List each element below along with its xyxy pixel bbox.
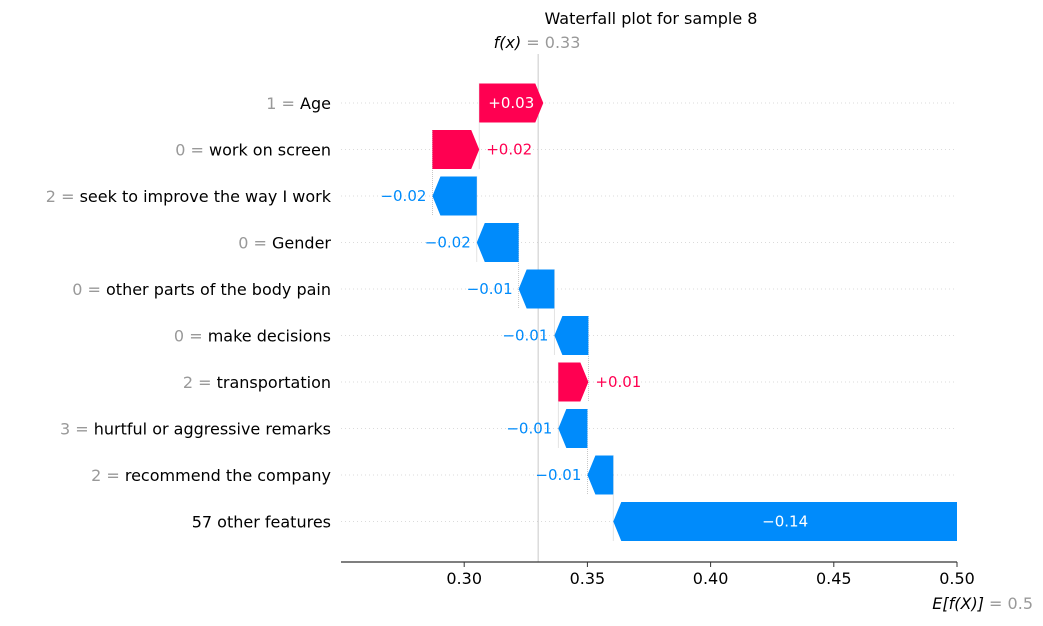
chart-title: Waterfall plot for sample 8 <box>545 9 758 28</box>
x-tick-label: 0.30 <box>446 569 482 588</box>
feature-label: 0 = Gender <box>238 233 331 252</box>
x-axis: 0.30 0.35 0.40 0.45 0.50 <box>341 561 975 588</box>
feature-value: 2 <box>91 466 101 485</box>
feature-label: 1 = Age <box>266 94 331 113</box>
feature-value: 0 <box>72 280 82 299</box>
feature-value: 0 <box>175 140 185 159</box>
negative-contribution-bar <box>558 409 588 448</box>
feature-equals: = <box>193 373 217 392</box>
x-tick-label: 0.40 <box>693 569 729 588</box>
feature-equals: = <box>185 140 209 159</box>
feature-equals: = <box>184 326 208 345</box>
base-equals: = <box>984 594 1008 613</box>
negative-contribution-bar <box>518 269 555 309</box>
contribution-label: −0.01 <box>506 420 552 438</box>
feature-equals: = <box>276 94 300 113</box>
feature-value: 2 <box>46 187 56 206</box>
feature-name: Age <box>300 94 331 113</box>
contribution-label: −0.02 <box>380 187 426 205</box>
contribution-label: +0.02 <box>486 141 532 159</box>
feature-label: 0 = work on screen <box>175 140 331 159</box>
contribution-label: −0.01 <box>467 280 513 298</box>
fx-symbol: f(x) <box>494 33 522 52</box>
contribution-label: +0.01 <box>595 373 641 391</box>
base-value-label: E[f(X)] = 0.5 <box>932 594 1033 613</box>
feature-labels-layer: 1 = Age 0 = work on screen 2 = seek to imp… <box>46 94 332 532</box>
negative-contribution-bar <box>587 455 614 495</box>
feature-value: 2 <box>183 373 193 392</box>
feature-value: 0 <box>238 233 248 252</box>
positive-contribution-bar <box>432 130 480 169</box>
feature-label: 57 other features <box>192 512 331 531</box>
negative-contribution-bar <box>432 176 477 216</box>
feature-equals: = <box>82 280 106 299</box>
feature-equals: = <box>56 187 80 206</box>
feature-equals: = <box>101 466 125 485</box>
fx-value: 0.33 <box>545 33 581 52</box>
feature-name: hurtful or aggressive remarks <box>94 419 331 438</box>
feature-value: 3 <box>60 419 70 438</box>
fx-label: f(x) = 0.33 <box>494 33 581 52</box>
base-value: 0.5 <box>1008 594 1033 613</box>
negative-contribution-bar <box>613 502 957 541</box>
feature-name: other parts of the body pain <box>106 280 331 299</box>
feature-value: 1 <box>266 94 276 113</box>
contribution-label: −0.01 <box>502 327 548 345</box>
contribution-label: −0.01 <box>535 466 581 484</box>
feature-name: work on screen <box>209 140 331 159</box>
feature-name: transportation <box>217 373 331 392</box>
contribution-label: −0.14 <box>762 513 808 531</box>
positive-contribution-bar <box>558 362 589 402</box>
feature-label: 2 = seek to improve the way I work <box>46 187 332 206</box>
feature-value: 0 <box>174 326 184 345</box>
negative-contribution-bar <box>554 316 589 355</box>
bars-layer: +0.03 +0.02 −0.02 −0.02 −0.01 −0.01 +0.01 −0.01… <box>380 83 957 541</box>
feature-name: 57 other features <box>192 512 331 531</box>
feature-label: 0 = make decisions <box>174 326 331 345</box>
positive-contribution-bar <box>479 83 544 123</box>
feature-label: 0 = other parts of the body pain <box>72 280 331 299</box>
feature-label: 2 = recommend the company <box>91 466 331 485</box>
feature-label: 2 = transportation <box>183 373 331 392</box>
feature-label: 3 = hurtful or aggressive remarks <box>60 419 331 438</box>
feature-equals: = <box>70 419 94 438</box>
x-tick-label: 0.45 <box>816 569 852 588</box>
base-symbol: E[f(X)] <box>932 594 984 613</box>
feature-name: Gender <box>272 233 331 252</box>
feature-name: recommend the company <box>125 466 331 485</box>
feature-equals: = <box>248 233 272 252</box>
x-tick-label: 0.50 <box>939 569 975 588</box>
feature-name: seek to improve the way I work <box>80 187 332 206</box>
fx-equals: = <box>521 33 545 52</box>
feature-name: make decisions <box>208 326 331 345</box>
contribution-label: −0.02 <box>425 234 471 252</box>
x-tick-label: 0.35 <box>570 569 606 588</box>
negative-contribution-bar <box>476 223 519 262</box>
contribution-label: +0.03 <box>488 94 534 112</box>
